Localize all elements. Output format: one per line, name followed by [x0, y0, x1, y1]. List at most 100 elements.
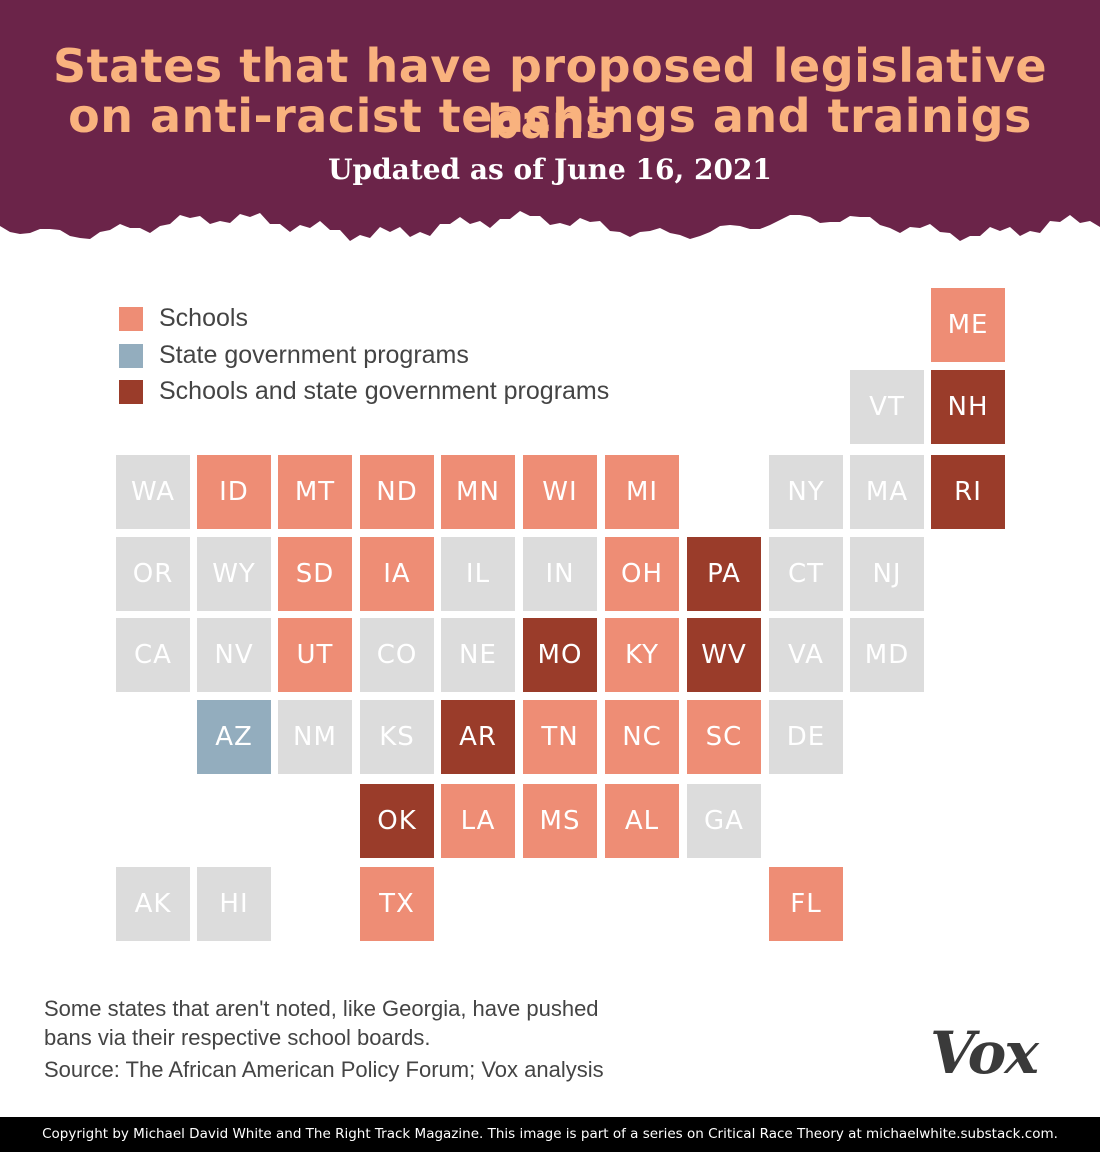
state-label: TX	[379, 889, 415, 919]
copyright-footer: Copyright by Michael David White and The…	[0, 1117, 1100, 1152]
legend-swatch-state-government	[119, 344, 143, 368]
footnote: Some states that aren't noted, like Geor…	[44, 994, 744, 1052]
state-tile-fl: FL	[769, 867, 843, 941]
state-label: MO	[537, 640, 583, 670]
legend-swatch-schools-and-government	[119, 380, 143, 404]
state-label: NJ	[872, 559, 902, 589]
state-label: OK	[377, 806, 417, 836]
state-label: MT	[294, 477, 336, 507]
state-label: IN	[545, 559, 575, 589]
state-label: CT	[787, 559, 825, 589]
state-label: NE	[459, 640, 497, 670]
state-tile-mt: MT	[278, 455, 352, 529]
state-label: LA	[460, 806, 496, 836]
state-label: ND	[376, 477, 418, 507]
state-label: KY	[624, 640, 659, 670]
state-tile-co: CO	[360, 618, 434, 692]
state-label: AK	[134, 889, 172, 919]
state-label: NV	[214, 640, 254, 670]
state-label: RI	[954, 477, 982, 507]
state-tile-mi: MI	[605, 455, 679, 529]
state-label: PA	[707, 559, 741, 589]
state-label: OR	[132, 559, 174, 589]
state-label: UT	[296, 640, 334, 670]
state-label: SC	[705, 722, 743, 752]
state-label: ID	[219, 477, 249, 507]
state-label: MI	[625, 477, 659, 507]
state-label: NM	[293, 722, 337, 752]
vox-logo: Vox	[930, 1019, 1039, 1087]
header-banner: States that have proposed legislative ba…	[0, 0, 1100, 270]
state-tile-hi: HI	[197, 867, 271, 941]
state-tile-in: IN	[523, 537, 597, 611]
state-tile-ri: RI	[931, 455, 1005, 529]
banner-shape	[0, 0, 1100, 241]
state-label: AL	[624, 806, 660, 836]
state-label: AZ	[215, 722, 253, 752]
state-tile-nd: ND	[360, 455, 434, 529]
state-label: VT	[869, 392, 905, 422]
state-tile-wi: WI	[523, 455, 597, 529]
state-label: NH	[947, 392, 989, 422]
state-label: WY	[212, 559, 256, 589]
map-subtitle: Updated as of June 16, 2021	[328, 153, 772, 186]
footnote-line-1: Some states that aren't noted, like Geor…	[44, 996, 599, 1021]
state-label: AR	[459, 722, 497, 752]
state-tile-wa: WA	[116, 455, 190, 529]
state-label: MS	[539, 806, 581, 836]
state-tile-wy: WY	[197, 537, 271, 611]
state-tile-ny: NY	[769, 455, 843, 529]
state-tile-nv: NV	[197, 618, 271, 692]
state-tile-ia: IA	[360, 537, 434, 611]
state-tile-nm: NM	[278, 700, 352, 774]
state-label: WI	[542, 477, 578, 507]
state-tile-al: AL	[605, 784, 679, 858]
state-label: TN	[541, 722, 579, 752]
state-tile-de: DE	[769, 700, 843, 774]
state-tile-id: ID	[197, 455, 271, 529]
state-tile-mn: MN	[441, 455, 515, 529]
state-tile-sd: SD	[278, 537, 352, 611]
state-label: KS	[379, 722, 415, 752]
legend-label-schools: Schools	[159, 304, 248, 332]
state-tile-tn: TN	[523, 700, 597, 774]
state-label: ME	[947, 310, 989, 340]
footnote-line-2: bans via their respective school boards.	[44, 1025, 431, 1050]
state-tile-ut: UT	[278, 618, 352, 692]
state-tile-az: AZ	[197, 700, 271, 774]
state-tile-wv: WV	[687, 618, 761, 692]
state-tile-ar: AR	[441, 700, 515, 774]
state-tile-ne: NE	[441, 618, 515, 692]
state-tile-ks: KS	[360, 700, 434, 774]
state-tile-il: IL	[441, 537, 515, 611]
state-label: CO	[376, 640, 418, 670]
state-tile-va: VA	[769, 618, 843, 692]
legend-swatch-schools	[119, 307, 143, 331]
state-label: IA	[383, 559, 411, 589]
state-tile-ma: MA	[850, 455, 924, 529]
state-label: CA	[134, 640, 172, 670]
state-tile-sc: SC	[687, 700, 761, 774]
state-tile-nj: NJ	[850, 537, 924, 611]
legend-label-state-government: State government programs	[159, 341, 469, 369]
state-label: MD	[864, 640, 910, 670]
state-tile-ct: CT	[769, 537, 843, 611]
state-tile-or: OR	[116, 537, 190, 611]
state-label: NC	[622, 722, 662, 752]
state-label: VA	[788, 640, 824, 670]
state-tile-ga: GA	[687, 784, 761, 858]
map-title-line-2: on anti-racist teachings and trainigs	[68, 89, 1032, 143]
state-tile-la: LA	[441, 784, 515, 858]
state-tile-ca: CA	[116, 618, 190, 692]
state-tile-me: ME	[931, 288, 1005, 362]
source-note: Source: The African American Policy Foru…	[44, 1057, 604, 1082]
state-tile-ak: AK	[116, 867, 190, 941]
state-tile-vt: VT	[850, 370, 924, 444]
state-tile-ky: KY	[605, 618, 679, 692]
state-tile-ok: OK	[360, 784, 434, 858]
legend-label-schools-and-government: Schools and state government programs	[159, 377, 610, 405]
map-title-line-1: States that have proposed legislative ba…	[52, 39, 1048, 149]
state-label: OH	[620, 559, 663, 589]
state-label: WA	[130, 477, 176, 507]
state-label: GA	[704, 806, 744, 836]
